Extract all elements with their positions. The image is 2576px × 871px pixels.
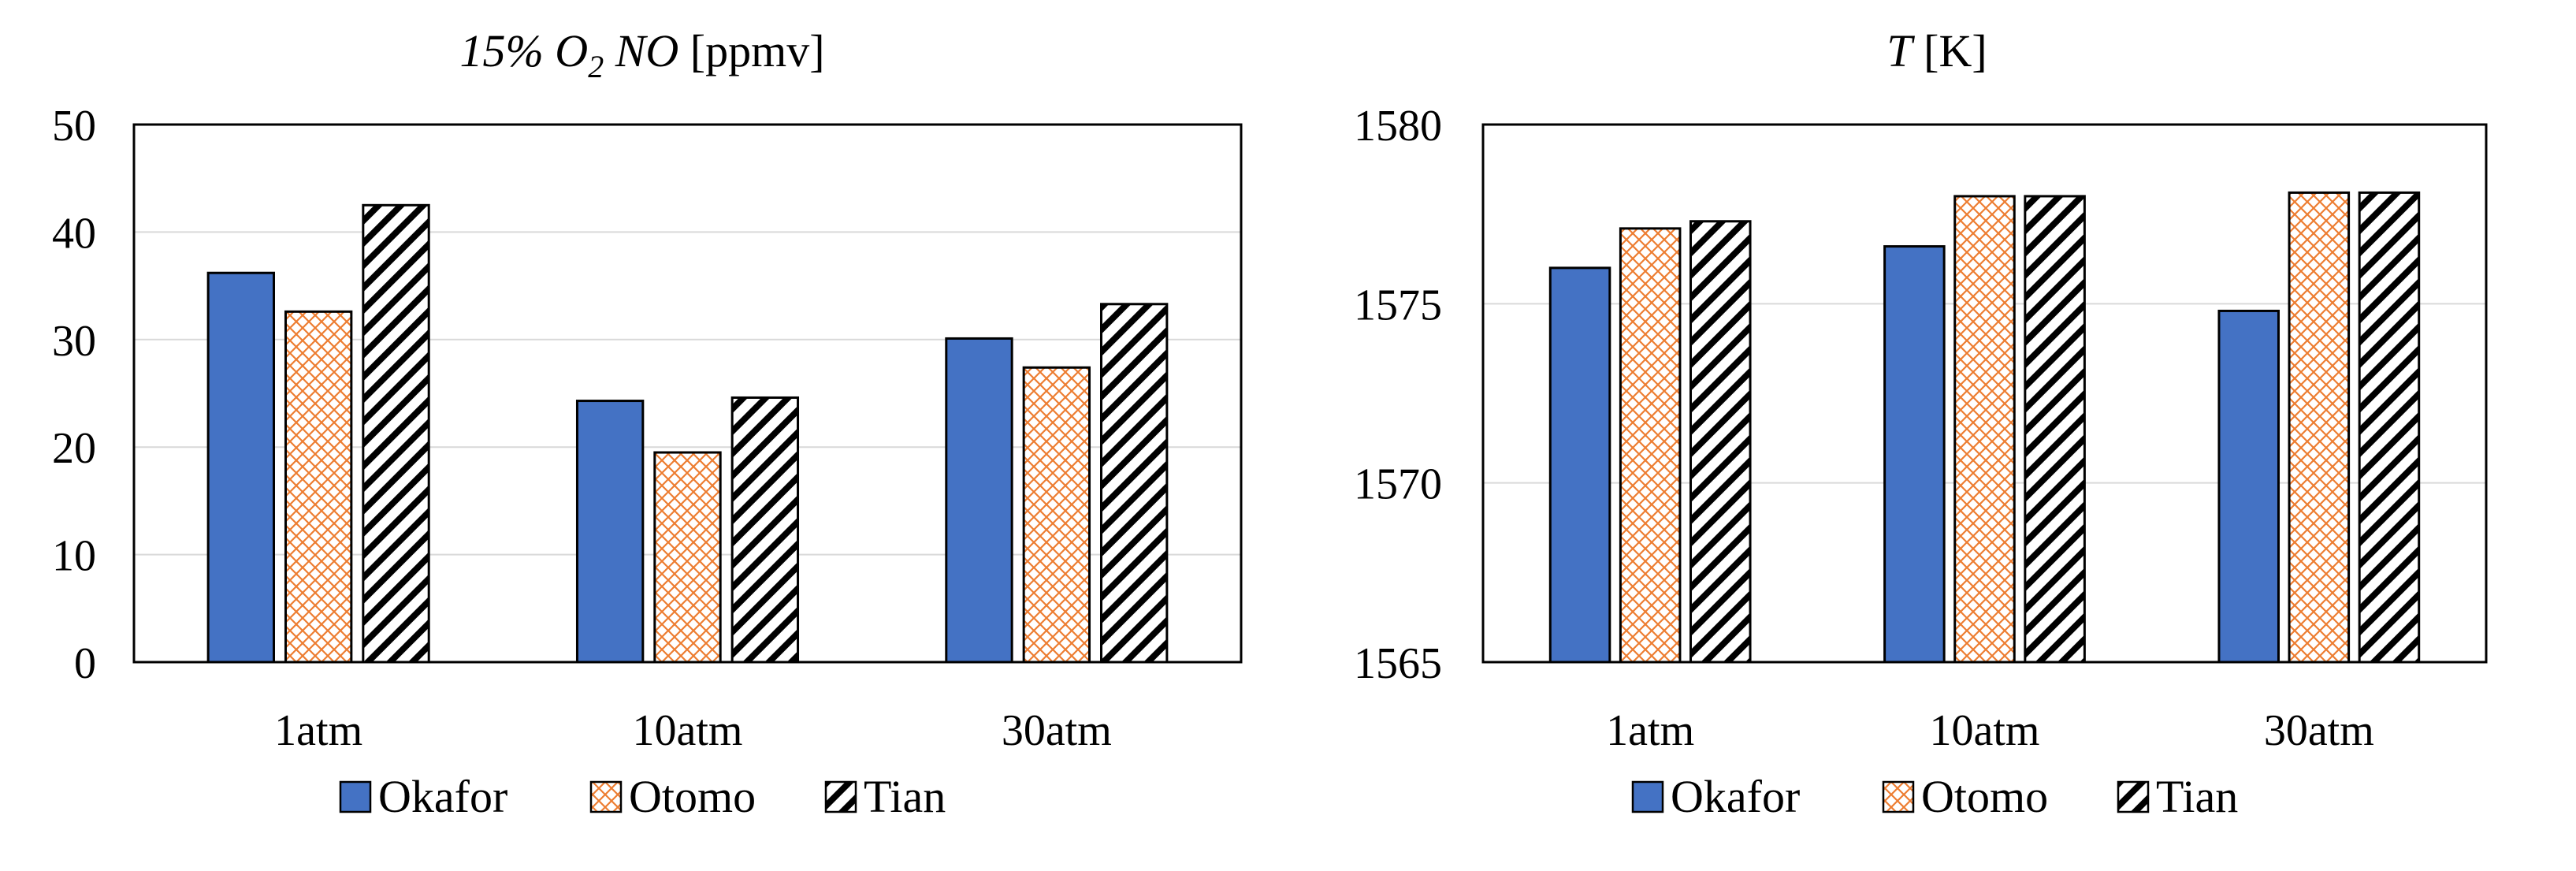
title-unit: [K] [1912,25,1987,76]
legend-label-okafor: Okafor [1671,771,1800,822]
x-tick-label: 10atm [633,706,743,755]
bar-tian-30atm [2358,191,2421,664]
legend-label-otomo: Otomo [629,771,756,822]
title-subscript: 2 [588,49,604,84]
y-tick-label: 10 [52,532,96,581]
bar-otomo-1atm [1619,227,1682,664]
legend-swatch-okafor [1631,780,1664,813]
bar-tian-30atm [1100,303,1169,664]
bar-okafor-10atm [575,400,645,664]
legend-swatch-tian [2117,780,2150,813]
chart-title: T [K] [1886,25,1987,76]
x-tick-label: 1atm [1606,706,1694,755]
chart-title: 15% O2 NO [ppmv] [459,25,824,84]
legend-label-tian: Tian [2156,771,2238,822]
chart-temperature: 1atm 10atm 30atm 1565 1570 1575 1580 T [K] Okafo… [1354,25,2488,822]
legend-label-okafor: Okafor [378,771,507,822]
bar-tian-1atm [362,203,430,664]
plot-frame [132,123,1243,664]
title-variable: 15% O [459,25,588,76]
title-species: NO [604,25,678,76]
bar-otomo-1atm [284,310,353,664]
legend-swatch-okafor [339,780,372,813]
legend-swatch-otomo [1882,780,1915,813]
y-tick-label: 1580 [1354,102,1442,151]
title-variable: T [1886,25,1915,76]
bar-okafor-1atm [206,271,275,664]
bar-tian-10atm [2024,195,2086,664]
bar-okafor-30atm [2217,309,2280,664]
y-tick-label: 0 [74,639,96,688]
y-tick-label: 40 [52,209,96,258]
y-tick-label: 1565 [1354,639,1442,688]
bar-okafor-30atm [945,337,1013,664]
title-unit: [ppmv] [678,25,824,76]
x-tick-label: 1atm [274,706,362,755]
bar-otomo-30atm [2288,191,2351,664]
plot-frame [1481,123,2488,664]
legend-label-otomo: Otomo [1921,771,2048,822]
bar-otomo-10atm [653,451,722,664]
bar-tian-10atm [730,396,800,664]
y-tick-label: 20 [52,424,96,473]
legend: Okafor Otomo Tian [339,771,946,822]
bar-otomo-30atm [1022,366,1091,664]
chart-nox: 1atm 10atm 30atm 0 10 20 30 40 50 15% O2 NO [ppmv… [52,25,1243,822]
bar-otomo-10atm [1953,195,2016,664]
x-tick-label: 30atm [2264,706,2374,755]
x-tick-label: 30atm [1002,706,1112,755]
y-tick-label: 50 [52,102,96,151]
legend-label-tian: Tian [864,771,946,822]
legend-swatch-otomo [589,780,623,813]
bar-okafor-10atm [1883,245,1946,664]
bar-tian-1atm [1689,220,1752,664]
y-tick-label: 30 [52,317,96,366]
legend: Okafor Otomo Tian [1631,771,2238,822]
y-tick-label: 1575 [1354,281,1442,329]
y-tick-label: 1570 [1354,460,1442,509]
x-tick-label: 10atm [1930,706,2040,755]
legend-swatch-tian [824,780,857,813]
bar-okafor-1atm [1548,266,1611,664]
